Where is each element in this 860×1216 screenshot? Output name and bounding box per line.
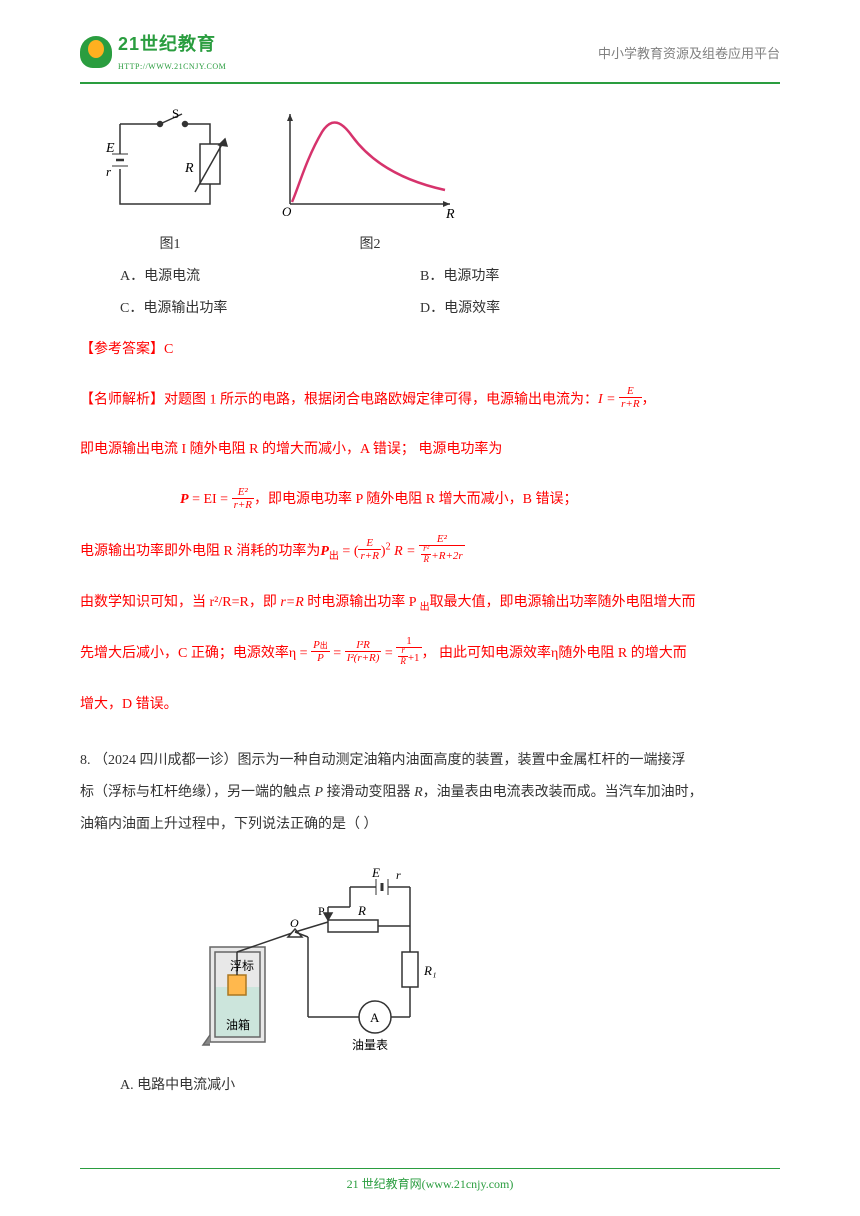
- svg-text:A: A: [370, 1010, 380, 1025]
- answer-title: 【参考答案】: [80, 342, 164, 357]
- logo-icon: [80, 36, 112, 68]
- options-row-1: A．电源电流 B．电源功率: [120, 265, 780, 285]
- svg-text:P: P: [318, 904, 325, 918]
- analysis-4-prefix: 电源输出功率即外电阻 R 消耗的功率为: [80, 544, 320, 559]
- circuit-diagram-1: E r S R: [100, 104, 240, 224]
- svg-text:S: S: [172, 106, 179, 121]
- q8-t4: ，油量表由电流表改装而成。当汽车加油时，: [423, 785, 703, 800]
- svg-text:r: r: [396, 868, 401, 882]
- logo-text-cn: 21世纪教育: [118, 34, 216, 54]
- analysis-line-2: 即电源输出电流 I 随外电阻 R 的增大而减小，A 错误； 电源电功率为: [80, 434, 780, 466]
- figures-row: E r S R 图1 O R 图2: [100, 104, 780, 253]
- q8-t3: 接滑动变阻器: [323, 785, 414, 800]
- option-d: D．电源效率: [420, 297, 720, 317]
- analysis-2-text: 即电源输出电流 I 随外电阻 R 的增大而减小，A 错误； 电源电功率为: [80, 442, 502, 457]
- analysis-line-5: 由数学知识可知，当 r²/R=R，即 r=R 时电源输出功率 P 出取最大值，即…: [80, 587, 780, 619]
- header-right-text: 中小学教育资源及组卷应用平台: [598, 43, 780, 62]
- analysis-line-4: 电源输出功率即外电阻 R 消耗的功率为P出 = (Er+R)2 R = E²r²…: [80, 535, 780, 569]
- answer-line: 【参考答案】C: [80, 335, 780, 366]
- page-header: 21世纪教育 HTTP://WWW.21CNJY.COM 中小学教育资源及组卷应…: [80, 30, 780, 74]
- svg-text:R₁: R₁: [423, 963, 436, 978]
- option-a: A．电源电流: [120, 265, 420, 285]
- question-8: 8. （2024 四川成都一诊）图示为一种自动测定油箱内油面高度的装置，装置中金…: [80, 745, 780, 842]
- q8-option-a: A. 电路中电流减小: [120, 1074, 780, 1094]
- formula-Pout: P出 = (Er+R)2 R = E²r²R+R+2r: [320, 535, 464, 569]
- q8-t1: 图示为一种自动测定油箱内油面高度的装置，装置中金属杠杆的一端接浮: [238, 753, 686, 768]
- graph-curve: O R: [280, 104, 460, 224]
- q8-number: 8. （2024 四川成都一诊）: [80, 753, 238, 768]
- q8-t2: 标（浮标与杠杆绝缘），另一端的触点: [80, 785, 315, 800]
- formula-eta: η = P出P = I²RI²(r+R) = 1rR+1: [289, 637, 422, 671]
- figure-1: E r S R 图1: [100, 104, 240, 253]
- circuit-diagram-2: 浮标 油箱 O P R E r R₁ A 油量表: [200, 857, 480, 1062]
- svg-text:E: E: [105, 141, 115, 156]
- page-footer: 21 世纪教育网(www.21cnjy.com): [0, 1168, 860, 1193]
- logo-text-en: HTTP://WWW.21CNJY.COM: [118, 62, 226, 71]
- logo: 21世纪教育 HTTP://WWW.21CNJY.COM: [80, 30, 226, 74]
- analysis-1-suffix: ，: [642, 392, 656, 407]
- svg-text:R: R: [445, 207, 455, 222]
- figure-2: O R 图2: [280, 104, 460, 253]
- figure-2-label: 图2: [280, 233, 460, 253]
- q8-t5: 油箱内油面上升过程中，下列说法正确的是（ ）: [80, 817, 378, 832]
- svg-text:r: r: [106, 164, 112, 179]
- footer-text: 21 世纪教育网(www.21cnjy.com): [0, 1175, 860, 1192]
- analysis-title: 【名师解析】: [80, 392, 164, 407]
- svg-text:R: R: [357, 903, 366, 918]
- header-divider: [80, 82, 780, 84]
- analysis-line-6: 先增大后减小，C 正确；电源效率η = P出P = I²RI²(r+R) = 1…: [80, 637, 780, 671]
- svg-text:E: E: [371, 865, 380, 880]
- logo-text-block: 21世纪教育 HTTP://WWW.21CNJY.COM: [118, 30, 226, 74]
- analysis-line-7: 增大，D 错误。: [80, 689, 780, 721]
- svg-text:O: O: [290, 916, 299, 930]
- footer-divider: [80, 1168, 780, 1170]
- svg-text:O: O: [282, 204, 292, 219]
- analysis-line-1: 【名师解析】对题图 1 所示的电路，根据闭合电路欧姆定律可得，电源输出电流为：I…: [80, 384, 780, 417]
- svg-text:油量表: 油量表: [352, 1038, 388, 1052]
- option-c: C．电源输出功率: [120, 297, 420, 317]
- answer-value: C: [164, 342, 173, 357]
- formula-P-line: P = EI = E²r+R，即电源电功率 P 随外电阻 R 增大而减小，B 错…: [80, 484, 780, 516]
- option-b: B．电源功率: [420, 265, 720, 285]
- svg-text:R: R: [184, 161, 194, 176]
- svg-text:浮标: 浮标: [230, 959, 254, 973]
- formula-I: I = Er+R: [598, 384, 642, 416]
- analysis-1-text: 对题图 1 所示的电路，根据闭合电路欧姆定律可得，电源输出电流为：: [164, 392, 598, 407]
- options-row-2: C．电源输出功率 D．电源效率: [120, 297, 780, 317]
- analysis-3-suffix: ，即电源电功率 P 随外电阻 R 增大而减小，B 错误；: [254, 492, 577, 507]
- svg-text:油箱: 油箱: [226, 1017, 250, 1032]
- figure-1-label: 图1: [100, 233, 240, 253]
